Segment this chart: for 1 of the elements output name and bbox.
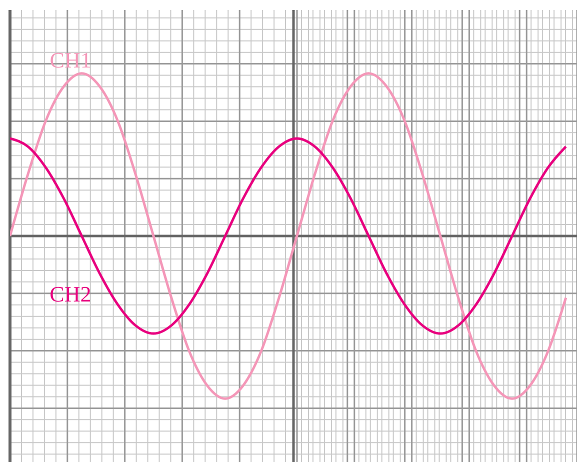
series-label: CH2 [50,281,92,306]
